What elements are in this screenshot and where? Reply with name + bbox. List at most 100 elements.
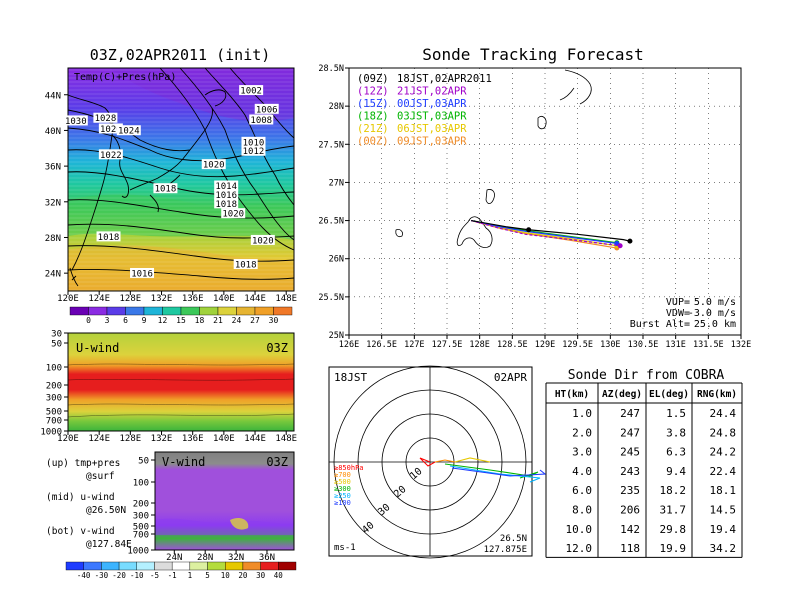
v-colorbar-swatch: [242, 561, 261, 571]
table-cell: 206: [620, 504, 640, 517]
table-cell: 235: [620, 484, 640, 497]
isobar-label: 1020: [222, 210, 244, 220]
v-colorbar-label: -1: [168, 571, 177, 580]
u-wind-label: U-wind: [76, 341, 119, 355]
track-legend-label: 00JST,03APR: [397, 98, 467, 110]
u-wind-lon-label: 124E: [88, 434, 110, 444]
table-cell: 34.2: [710, 542, 737, 555]
v-colorbar-label: 10: [221, 571, 231, 580]
temp-colorbar-label: 30: [269, 316, 279, 325]
table-cell: 142: [620, 523, 640, 536]
v-colorbar-label: 40: [274, 571, 284, 580]
left-map-label: Temp(C)+Pres(hPa): [74, 72, 176, 83]
isobar-label: 1010: [243, 138, 265, 148]
temp-colorbar-label: 27: [250, 316, 260, 325]
hodo-level-label: ≥250: [334, 492, 351, 500]
left-map-lon-label: 148E: [275, 294, 297, 304]
track-legend-time: (09Z): [357, 73, 389, 85]
table-cell: 29.8: [660, 523, 687, 536]
isobar-label-bg: [221, 208, 246, 219]
track-lon-label: 130E: [600, 340, 620, 350]
v-colorbar-swatch: [207, 561, 226, 571]
isobar-label-bg: [250, 234, 275, 245]
track-legend-label: 18JST,02APR2011: [397, 73, 492, 85]
isobar-label-bg: [98, 149, 123, 160]
isobar-label: 1022: [100, 151, 122, 161]
table-cell: 24.2: [710, 446, 737, 459]
temp-pressure-map: 44N 40N 36N 32N 28N 24N 120E 124E 128E 132E 136E 14…: [45, 67, 297, 304]
isobar-label: 1028: [95, 114, 117, 124]
table-cell: 8.0: [572, 504, 592, 517]
isobar-label-bg: [239, 85, 264, 96]
v-colorbar-swatch: [83, 561, 102, 571]
isobar-label: 1018: [98, 233, 120, 243]
hodo-date: 02APR: [494, 371, 527, 384]
table-title: Sonde Dir from COBRA: [568, 368, 725, 383]
u-wind-lon-label: 140E: [213, 434, 235, 444]
table-cell: 9.4: [666, 465, 686, 478]
left-map-lon-label: 132E: [151, 294, 173, 304]
table-cell: 3.8: [666, 426, 686, 439]
table-cell: 19.4: [710, 523, 737, 536]
isobar-label-bg: [93, 112, 118, 123]
temp-colorbar-swatch: [69, 306, 89, 316]
u-wind-p-label: 700: [46, 417, 62, 427]
v-colorbar-swatch: [171, 561, 191, 571]
isobar-label-bg: [241, 136, 266, 147]
left-map-lon-label: 140E: [213, 294, 235, 304]
table-header-cell: EL(deg): [649, 389, 689, 400]
hodo-level-label: ≥500: [334, 478, 351, 486]
temp-colorbar-swatch: [180, 306, 200, 316]
v-wind-p-label: 1000: [127, 547, 149, 557]
table-cell: 1.0: [572, 407, 592, 420]
v-wind-colorbar: -40 -30 -20 -10 -5 -1 1 5 10 20 30 40: [65, 561, 297, 580]
u-wind-lon-label: 148E: [275, 434, 297, 444]
table-cell: 118: [620, 542, 640, 555]
track-param-value: 25.0 km: [694, 319, 736, 330]
u-wind-p-label: 30: [51, 330, 62, 340]
hodo-unit: ms-1: [334, 543, 356, 553]
u-wind-p-label: 200: [46, 382, 62, 392]
temp-colorbar-swatch: [125, 306, 145, 316]
table-cell: 18.1: [710, 484, 737, 497]
temp-colorbar-label: 0: [86, 316, 91, 325]
track-lat-label: 25.5N: [318, 293, 344, 303]
table-header-cell: AZ(deg): [602, 389, 642, 400]
v-colorbar-label: 30: [256, 571, 266, 580]
u-wind-p-label: 300: [46, 394, 62, 404]
temp-colorbar: 0 3 6 9 12 15 18 21 24 27 30: [69, 306, 293, 325]
table-cell: 245: [620, 446, 640, 459]
temp-colorbar-label: 6: [123, 316, 128, 325]
v-colorbar-label: 20: [238, 571, 248, 580]
track-end-point: [617, 243, 623, 249]
track-legend-time: (12Z): [357, 86, 389, 98]
track-param-value: -3.0 m/s: [688, 308, 736, 319]
left-map-lon-label: 128E: [120, 294, 142, 304]
isobar-label: 1018: [235, 261, 257, 271]
isobar-label-bg: [98, 123, 123, 134]
isobar-label-bg: [116, 125, 141, 136]
legend-note-line: (mid) u-wind: [46, 492, 115, 503]
left-map-lat-label: 28N: [45, 234, 61, 244]
track-mid-point: [526, 227, 532, 233]
legend-note-line: (up) tmp+pres: [46, 458, 120, 469]
track-lon-label: 127E: [404, 340, 424, 350]
isobar-label-bg: [241, 145, 266, 156]
isobar-label: 1008: [250, 116, 272, 126]
left-map-lon-label: 124E: [88, 294, 110, 304]
isobar-label-bg: [249, 114, 274, 125]
table-cell: 31.7: [660, 504, 687, 517]
track-param-key: VUP=: [666, 297, 690, 308]
hodo-lat: 26.5N: [500, 534, 527, 544]
v-wind-p-label: 50: [138, 457, 149, 467]
track-title: Sonde Tracking Forecast: [422, 45, 644, 64]
u-wind-p-label: 100: [46, 364, 62, 374]
temp-colorbar-label: 9: [142, 316, 147, 325]
table-cell: 18.2: [660, 484, 687, 497]
track-end-point: [627, 238, 633, 244]
temp-colorbar-swatch: [254, 306, 274, 316]
